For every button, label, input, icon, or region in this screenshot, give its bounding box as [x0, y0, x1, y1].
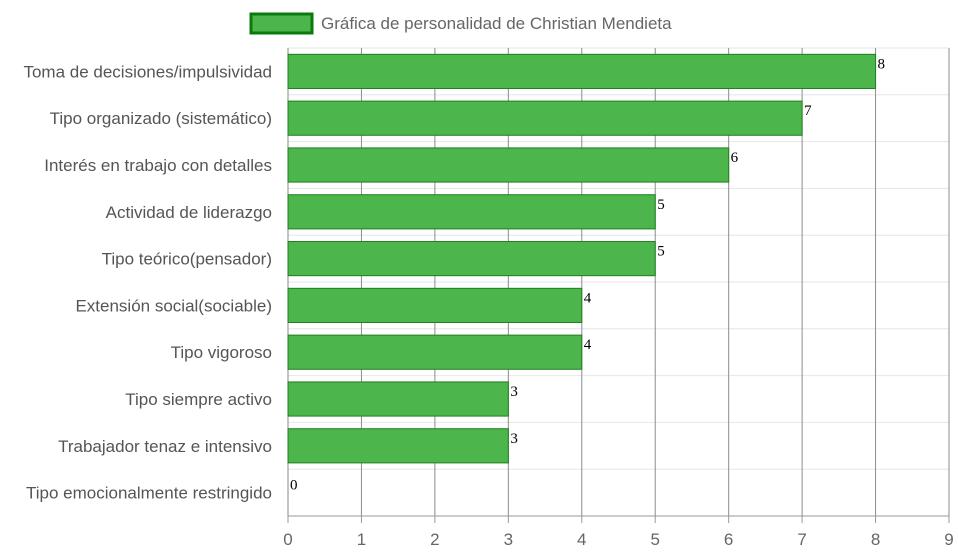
legend-label: Gráfica de personalidad de Christian Men… — [321, 14, 672, 33]
bar[interactable] — [287, 53, 877, 89]
bar[interactable] — [287, 241, 656, 277]
data-label: 6 — [731, 150, 739, 166]
data-labels: 8 7 6 5 5 4 4 3 3 0 — [290, 56, 885, 493]
legend-swatch[interactable] — [249, 12, 314, 35]
category-labels: Toma de decisiones/impulsividad Tipo orga… — [23, 62, 272, 502]
x-tick-label: 5 — [650, 530, 659, 549]
category-label: Tipo teórico(pensador) — [102, 250, 272, 269]
x-tick-label: 4 — [577, 530, 586, 549]
x-tick-label: 1 — [357, 530, 366, 549]
data-label: 8 — [878, 56, 886, 72]
legend: Gráfica de personalidad de Christian Men… — [249, 12, 672, 35]
data-label: 3 — [510, 384, 518, 400]
bar[interactable] — [287, 147, 730, 183]
x-tick-label: 6 — [724, 530, 733, 549]
category-label: Interés en trabajo con detalles — [44, 156, 272, 175]
bar[interactable] — [287, 194, 656, 230]
bar[interactable] — [287, 100, 803, 136]
data-label: 4 — [584, 290, 592, 306]
bar[interactable] — [287, 287, 583, 323]
category-label: Toma de decisiones/impulsividad — [23, 62, 272, 81]
x-axis-tick-labels: 0 1 2 3 4 5 6 7 8 9 — [283, 530, 953, 549]
bar[interactable] — [287, 334, 583, 370]
bars — [287, 53, 877, 464]
category-label: Tipo siempre activo — [125, 390, 272, 409]
x-tick-label: 7 — [797, 530, 806, 549]
data-label: 5 — [657, 244, 665, 260]
x-tick-label: 0 — [283, 530, 292, 549]
x-tick-label: 3 — [504, 530, 513, 549]
x-tick-label: 8 — [871, 530, 880, 549]
data-label: 7 — [804, 103, 812, 119]
category-label: Actividad de liderazgo — [106, 203, 272, 222]
category-label: Trabajador tenaz e intensivo — [58, 437, 272, 456]
data-label: 3 — [510, 431, 518, 447]
data-label: 4 — [584, 337, 592, 353]
data-label: 5 — [657, 197, 665, 213]
x-tick-label: 2 — [430, 530, 439, 549]
category-label: Extensión social(sociable) — [75, 296, 272, 315]
category-label: Tipo vigoroso — [171, 343, 272, 362]
data-label: 0 — [290, 478, 298, 494]
bar[interactable] — [287, 381, 509, 417]
bar[interactable] — [287, 428, 509, 464]
category-label: Tipo organizado (sistemático) — [50, 109, 272, 128]
x-tick-label: 9 — [944, 530, 953, 549]
category-label: Tipo emocionalmente restringido — [26, 484, 272, 503]
